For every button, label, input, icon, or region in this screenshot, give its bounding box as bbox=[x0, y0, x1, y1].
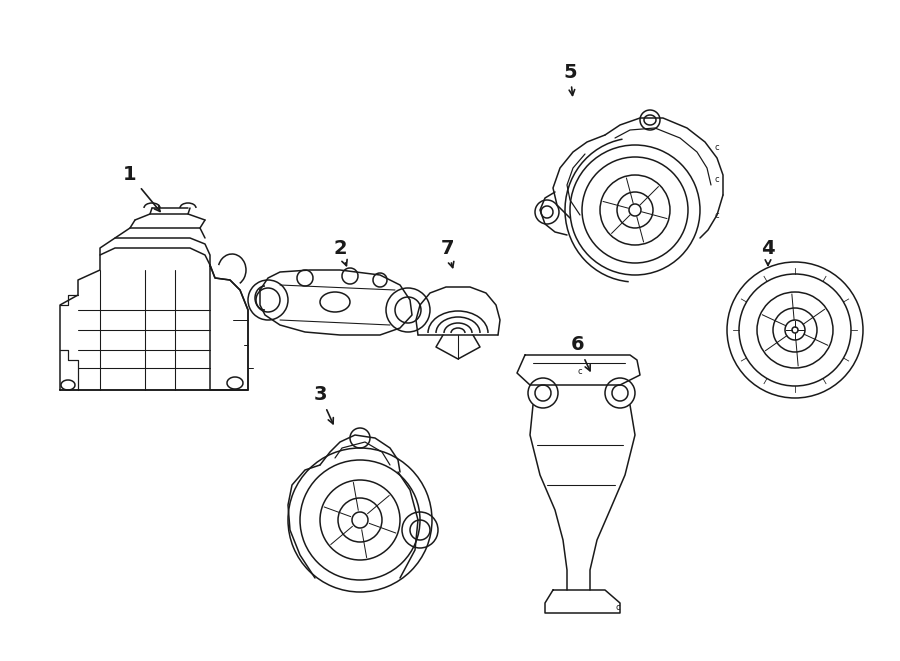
Text: 3: 3 bbox=[313, 385, 333, 424]
Text: 6: 6 bbox=[572, 336, 590, 371]
Text: c: c bbox=[715, 176, 719, 184]
Text: 4: 4 bbox=[761, 239, 775, 265]
Text: 5: 5 bbox=[563, 63, 577, 95]
Text: c: c bbox=[715, 143, 719, 153]
Text: c: c bbox=[578, 366, 582, 375]
Text: c: c bbox=[715, 210, 719, 219]
Text: c: c bbox=[616, 602, 620, 611]
Text: 2: 2 bbox=[333, 239, 347, 266]
Text: 7: 7 bbox=[440, 239, 454, 268]
Text: 1: 1 bbox=[123, 165, 160, 212]
